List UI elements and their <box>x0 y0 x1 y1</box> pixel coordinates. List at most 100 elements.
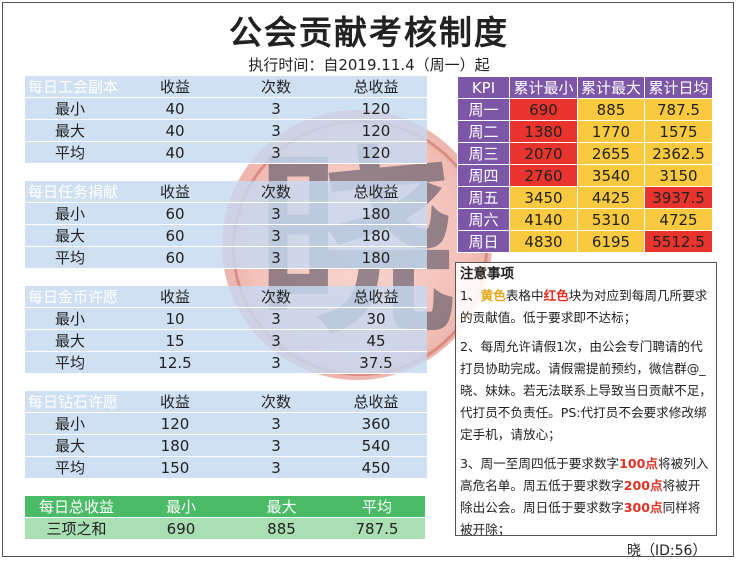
cell-income: 40 <box>123 119 227 142</box>
cell-total: 450 <box>325 456 427 479</box>
col-times: 次数 <box>227 76 325 98</box>
cell-income: 40 <box>123 141 227 164</box>
note-3-e: 将被开除出公会。周日低于要求数字 <box>460 478 701 515</box>
col-income: 收益 <box>123 181 227 203</box>
cell-income: 150 <box>123 456 227 479</box>
kpi-row: 周三 2070 2655 2362.5 <box>457 142 713 165</box>
note-3-g: 同样将被开除； <box>460 500 701 537</box>
table-row: 最小 40 3 120 <box>25 97 427 120</box>
kpi-avg: 4725 <box>644 208 713 231</box>
kpi-min: 4140 <box>509 208 578 231</box>
summary-header: 最大 <box>234 496 329 518</box>
table-row: 平均 40 3 120 <box>25 141 427 164</box>
row-label: 平均 <box>25 246 123 269</box>
section-table: 每日金币许愿 收益 次数 总收益 最小 10 3 30 最大 15 3 45 平… <box>25 286 427 374</box>
cell-total: 180 <box>325 224 427 247</box>
cell-income: 60 <box>123 202 227 225</box>
summary-table: 每日总收益 最小 最大 平均 三项之和 690 885 787.5 <box>25 496 425 540</box>
kpi-header-row: KPI 累计最小 累计最大 累计日均 <box>457 76 713 99</box>
kpi-header: 累计最大 <box>577 76 645 99</box>
kpi-min: 3450 <box>509 186 578 209</box>
kpi-max: 1770 <box>577 120 645 143</box>
kpi-avg: 3937.5 <box>644 186 713 209</box>
summary-header-row: 每日总收益 最小 最大 平均 <box>25 496 425 518</box>
cell-income: 60 <box>123 246 227 269</box>
page-title: 公会贡献考核制度 <box>229 13 509 52</box>
kpi-min: 690 <box>509 98 578 121</box>
col-total: 总收益 <box>325 181 427 203</box>
row-label: 平均 <box>25 141 123 164</box>
kpi-min: 1380 <box>509 120 578 143</box>
cell-times: 3 <box>227 412 325 435</box>
cell-times: 3 <box>227 97 325 120</box>
summary-row: 三项之和 690 885 787.5 <box>25 517 425 540</box>
notes-box: 注意事项 1、黄色表格中红色块为对应到每周几所要求的贡献值。低于要求即不达标； … <box>455 262 717 537</box>
note-1-c: 表格中 <box>505 288 544 303</box>
kpi-row: 周六 4140 5310 4725 <box>457 208 713 231</box>
note-1-e: 块为对应到每周几所要求的贡献值。低于要求即不达标； <box>460 288 708 325</box>
summary-header: 最小 <box>128 496 234 518</box>
table-row: 最大 60 3 180 <box>25 224 427 247</box>
row-label: 最大 <box>25 434 123 457</box>
summary-cell: 787.5 <box>329 517 425 540</box>
cell-total: 540 <box>325 434 427 457</box>
table-row: 最小 120 3 360 <box>25 412 427 435</box>
cell-total: 180 <box>325 202 427 225</box>
note-3-d: 200点 <box>623 478 663 493</box>
row-label: 最大 <box>25 224 123 247</box>
kpi-max: 885 <box>577 98 645 121</box>
col-total: 总收益 <box>325 391 427 413</box>
kpi-min: 4830 <box>509 230 578 253</box>
cell-income: 120 <box>123 412 227 435</box>
summary-cell: 690 <box>128 517 234 540</box>
cell-income: 12.5 <box>123 351 227 374</box>
cell-times: 3 <box>227 351 325 374</box>
cell-total: 120 <box>325 119 427 142</box>
row-label: 最大 <box>25 119 123 142</box>
note-3-f: 300点 <box>623 500 663 515</box>
kpi-row: 周日 4830 6195 5512.5 <box>457 230 713 253</box>
row-label: 最大 <box>25 329 123 352</box>
note-1-yellow: 黄色 <box>480 288 506 303</box>
summary-header: 每日总收益 <box>25 496 128 518</box>
cell-times: 3 <box>227 246 325 269</box>
cell-income: 60 <box>123 224 227 247</box>
note-1: 1、黄色表格中红色块为对应到每周几所要求的贡献值。低于要求即不达标； <box>460 285 712 329</box>
kpi-avg: 1575 <box>644 120 713 143</box>
page-subtitle: 执行时间：自2019.11.4（周一）起 <box>248 56 490 74</box>
section-name: 每日工会副本 <box>25 76 123 98</box>
section-header-row: 每日任务捐献 收益 次数 总收益 <box>25 181 427 203</box>
col-total: 总收益 <box>325 286 427 308</box>
author-footer: 晓（ID:56） <box>627 543 707 559</box>
kpi-day: 周日 <box>457 230 510 253</box>
kpi-day: 周一 <box>457 98 510 121</box>
row-label: 最小 <box>25 97 123 120</box>
cell-times: 3 <box>227 456 325 479</box>
cell-times: 3 <box>227 202 325 225</box>
kpi-min: 2070 <box>509 142 578 165</box>
kpi-max: 6195 <box>577 230 645 253</box>
cell-income: 10 <box>123 307 227 330</box>
row-label: 平均 <box>25 456 123 479</box>
table-row: 最大 15 3 45 <box>25 329 427 352</box>
col-total: 总收益 <box>325 76 427 98</box>
kpi-avg: 3150 <box>644 164 713 187</box>
cell-total: 180 <box>325 246 427 269</box>
section-header-row: 每日金币许愿 收益 次数 总收益 <box>25 286 427 308</box>
section-header-row: 每日工会副本 收益 次数 总收益 <box>25 76 427 98</box>
kpi-header: KPI <box>457 76 510 99</box>
section-header-row: 每日钻石许愿 收益 次数 总收益 <box>25 391 427 413</box>
kpi-avg: 5512.5 <box>644 230 713 253</box>
kpi-avg: 2362.5 <box>644 142 713 165</box>
kpi-header: 累计最小 <box>509 76 578 99</box>
table-row: 最大 180 3 540 <box>25 434 427 457</box>
table-row: 最小 10 3 30 <box>25 307 427 330</box>
col-times: 次数 <box>227 181 325 203</box>
section-table: 每日钻石许愿 收益 次数 总收益 最小 120 3 360 最大 180 3 5… <box>25 391 427 479</box>
kpi-max: 3540 <box>577 164 645 187</box>
row-label: 平均 <box>25 351 123 374</box>
kpi-day: 周六 <box>457 208 510 231</box>
kpi-max: 5310 <box>577 208 645 231</box>
summary-header: 平均 <box>329 496 425 518</box>
